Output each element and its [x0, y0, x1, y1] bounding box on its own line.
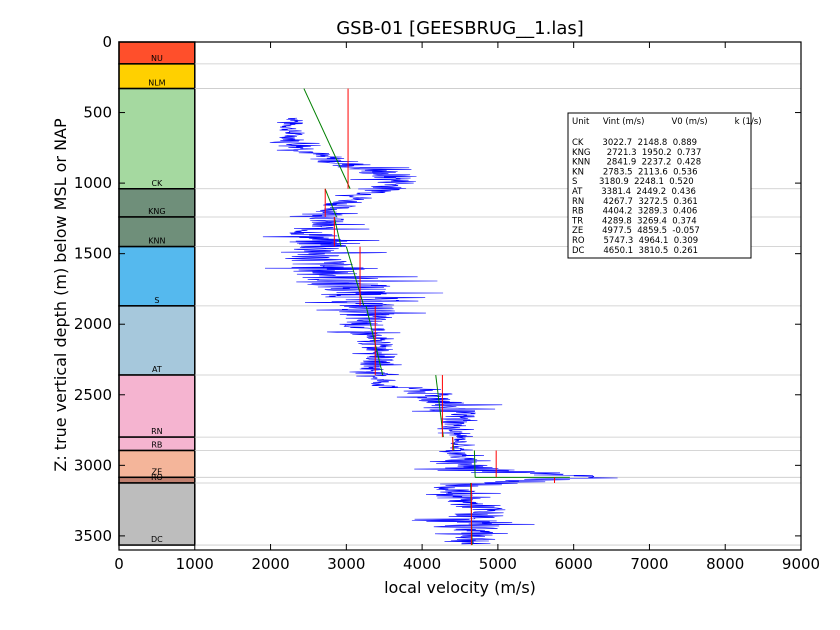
- x-tick-label: 7000: [630, 555, 668, 573]
- y-tick-label: 1500: [74, 245, 112, 263]
- formation-label-ro: RO: [151, 473, 163, 482]
- legend-row: KN 2783.5 2113.6 0.536: [572, 167, 697, 177]
- v0-k-segment: [324, 188, 337, 218]
- legend-row: TR 4289.8 3269.4 0.374: [571, 216, 697, 226]
- y-tick-label: 3000: [74, 456, 112, 474]
- vint-series: [324, 88, 556, 546]
- legend-header: Unit Vint (m/s) V0 (m/s) k (1/s): [572, 117, 762, 127]
- legend-box: [567, 112, 752, 259]
- legend-row: RN 4267.7 3272.5 0.361: [572, 197, 698, 207]
- x-tick-label: 8000: [706, 555, 744, 573]
- legend-row: S 3180.9 2248.1 0.520: [572, 177, 694, 187]
- formation-label-nlm: NLM: [148, 79, 165, 88]
- y-tick-label: 0: [102, 33, 112, 51]
- legend-row: CK 3022.7 2148.8 0.889: [572, 138, 697, 148]
- formation-label-rn: RN: [151, 427, 163, 436]
- v0-k-segment: [303, 88, 351, 189]
- x-tick-label: 4000: [403, 555, 441, 573]
- x-tick-label: 6000: [555, 555, 593, 573]
- x-axis: 0 1000 2000 3000 4000 5000 6000 7000 8000 9000: [114, 42, 820, 573]
- chart-title: GSB-01 [GEESBRUG__1.las]: [336, 18, 584, 39]
- y-axis: 0 500 1000 1500 2000 2500 3000 3500: [74, 33, 801, 545]
- legend: Unit Vint (m/s) V0 (m/s) k (1/s) CK 3022.…: [567, 112, 762, 259]
- formation-block-nlm: [118, 63, 196, 90]
- formation-block-dc: [118, 482, 196, 546]
- formation-block-ck: [118, 87, 196, 190]
- y-axis-label: Z: true vertical depth (m) below MSL or …: [51, 118, 70, 472]
- legend-row: RO 5747.3 4964.1 0.309: [572, 236, 698, 246]
- v0-k-segment: [345, 246, 365, 307]
- formation-label-knn: KNN: [148, 237, 165, 246]
- legend-row: KNG 2721.3 1950.2 0.737: [572, 148, 701, 158]
- legend-row: DC 4650.1 3810.5 0.261: [572, 246, 698, 256]
- v0-k-segment: [473, 450, 476, 478]
- legend-row: AT 3381.4 2449.2 0.436: [572, 187, 696, 197]
- v0-k-segment: [333, 216, 342, 247]
- y-tick-label: 2000: [74, 315, 112, 333]
- v0-k-series: [303, 88, 570, 546]
- plot-series: [262, 88, 618, 546]
- x-tick-label: 1000: [176, 555, 214, 573]
- x-tick-label: 0: [114, 555, 124, 573]
- formation-label-ck: CK: [151, 179, 163, 188]
- formation-label-nu: NU: [151, 54, 163, 63]
- formation-label-ze: ZE: [152, 467, 163, 476]
- y-tick-label: 500: [83, 104, 112, 122]
- formation-block-knn: [118, 216, 196, 248]
- formation-label-rb: RB: [151, 441, 162, 450]
- x-tick-label: 5000: [479, 555, 517, 573]
- y-tick-label: 3500: [74, 527, 112, 545]
- formation-label-dc: DC: [151, 535, 163, 544]
- x-tick-label: 2000: [251, 555, 289, 573]
- formation-label-kng: KNG: [148, 207, 165, 216]
- x-axis-label: local velocity (m/s): [384, 578, 536, 597]
- x-tick-label: 3000: [327, 555, 365, 573]
- y-tick-label: 2500: [74, 386, 112, 404]
- formation-label-at: AT: [152, 365, 162, 374]
- formation-block-ze: [118, 449, 196, 479]
- legend-row: ZE 4977.5 4859.5 -0.057: [572, 226, 700, 236]
- formation-label-s: S: [154, 296, 159, 305]
- x-tick-label: 9000: [782, 555, 820, 573]
- y-tick-label: 1000: [74, 174, 112, 192]
- plot-frame: [118, 41, 802, 551]
- v0-k-segment: [365, 305, 384, 376]
- legend-row: RB 4404.2 3289.3 0.406: [572, 207, 697, 217]
- legend-row: KNN 2841.9 2237.2 0.428: [572, 158, 701, 168]
- velocity-log-line: [262, 117, 618, 545]
- formation-block-kng: [118, 188, 196, 218]
